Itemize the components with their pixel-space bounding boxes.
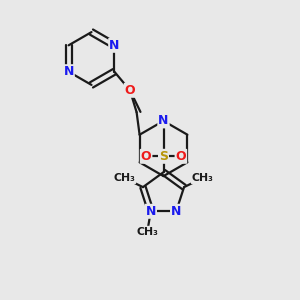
Text: N: N — [158, 114, 169, 128]
Text: CH₃: CH₃ — [137, 227, 159, 237]
Text: N: N — [109, 39, 120, 52]
Text: O: O — [141, 150, 152, 163]
Text: N: N — [146, 205, 156, 218]
Text: O: O — [176, 150, 186, 163]
Text: CH₃: CH₃ — [192, 173, 214, 183]
Text: O: O — [125, 84, 135, 97]
Text: CH₃: CH₃ — [113, 173, 135, 183]
Text: N: N — [171, 205, 181, 218]
Text: N: N — [63, 65, 74, 78]
Text: S: S — [159, 150, 168, 163]
